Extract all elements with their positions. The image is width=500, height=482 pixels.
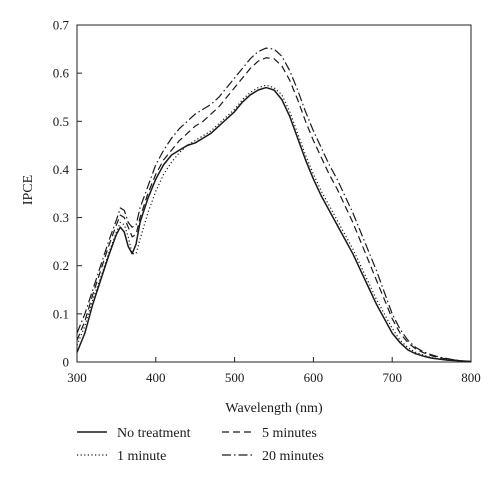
y-tick-label: 0.5	[53, 114, 69, 129]
plot-area	[76, 24, 472, 363]
series-line-0	[76, 86, 472, 363]
series-layer	[76, 47, 472, 363]
x-tick-label: 800	[461, 370, 481, 385]
x-tick-label: 300	[67, 370, 87, 385]
x-axis-title: Wavelength (nm)	[225, 401, 323, 416]
legend-label-1: 1 minute	[117, 449, 166, 464]
legend-label-0: No treatment	[117, 426, 191, 441]
legend: No treatment 1 minute 5 minutes 20 minutes	[77, 426, 324, 464]
x-tick-label: 400	[146, 370, 166, 385]
y-tick-label: 0.6	[53, 66, 70, 81]
y-tick-label: 0.1	[53, 306, 69, 321]
y-tick-label: 0.4	[53, 162, 70, 177]
y-axis-title: IPCE	[21, 175, 36, 205]
y-tick-label: 0	[63, 355, 70, 370]
x-tick-label: 700	[382, 370, 402, 385]
y-tick-label: 0.3	[53, 210, 69, 225]
legend-label-2: 5 minutes	[262, 426, 317, 441]
y-axis: 0 0.1 0.2 0.3 0.4 0.5 0.6 0.7	[53, 18, 82, 370]
x-tick-label: 600	[304, 370, 324, 385]
series-line-1	[76, 84, 472, 363]
series-line-3	[76, 47, 472, 363]
x-tick-label: 500	[225, 370, 245, 385]
plot-frame	[76, 24, 472, 363]
y-tick-label: 0.2	[53, 258, 69, 273]
x-axis: 300 400 500 600 700 800	[67, 357, 481, 385]
legend-label-3: 20 minutes	[262, 449, 324, 464]
series-line-2	[76, 57, 472, 363]
y-tick-label: 0.7	[53, 18, 70, 33]
